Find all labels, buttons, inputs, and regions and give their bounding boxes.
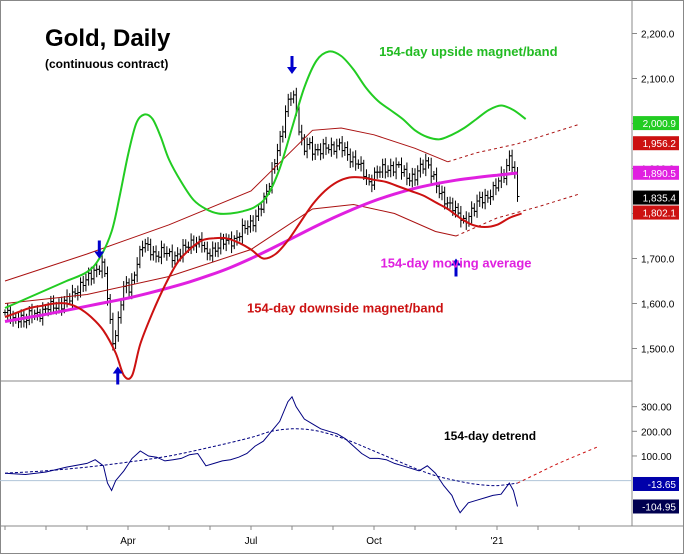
price-y-tick-label: 2,200.0 <box>641 30 675 41</box>
annotation-label: 154-day downside magnet/band <box>247 301 444 316</box>
lower-channel-projection <box>455 193 580 237</box>
annotation-label: 154-day upside magnet/band <box>379 44 557 59</box>
arrow-head <box>94 251 105 259</box>
chart-title: Gold, Daily <box>45 25 171 52</box>
detrend-trend-line <box>4 428 518 487</box>
price-y-tick-label: 1,700.0 <box>641 255 675 266</box>
arrow-head <box>451 258 461 266</box>
x-tick-label: Jul <box>245 536 258 547</box>
lower-channel-line <box>4 203 457 304</box>
tag-box <box>633 190 679 205</box>
tag-box <box>633 136 679 151</box>
chart-subtitle: (continuous contract) <box>45 57 168 71</box>
detrend-lines <box>0 395 632 514</box>
axis-value-tags: 2,000.9 1,956.2 1,890.5 1,835.4 1,802.1 -13.6… <box>633 116 679 514</box>
price-indicator-lines <box>4 50 580 380</box>
tag-box <box>633 165 679 180</box>
detrend-projection-line <box>517 445 600 484</box>
down-arrow-icon <box>94 240 105 259</box>
price-axis-tag: 1,890.5 <box>633 165 679 180</box>
detrend-y-tick-label: 200.00 <box>641 427 672 438</box>
price-axis-tag: 2,000.9 <box>633 116 679 131</box>
detrend-axis-tag: -13.65 <box>633 476 679 491</box>
price-axis-tag: 1,802.1 <box>633 205 679 220</box>
price-y-tick-label: 1,500.0 <box>641 345 675 356</box>
upside-magnet-band-line <box>4 50 527 309</box>
x-axis: Apr Jul Oct '21 <box>4 526 580 547</box>
detrend-axis-tag: -104.95 <box>633 499 679 514</box>
tag-label: 1,890.5 <box>643 169 677 180</box>
up-arrow-icon <box>112 366 123 385</box>
price-annotations: 154-day upside magnet/band 154-day moving… <box>247 44 558 316</box>
x-tick-label: Oct <box>366 536 382 547</box>
tag-box <box>633 205 679 220</box>
downside-magnet-band-line <box>4 176 522 380</box>
price-axis-tag: 1,835.4 <box>633 190 679 205</box>
x-tick-label: Apr <box>120 536 136 547</box>
tag-box <box>633 116 679 131</box>
detrend-y-tick-label: 300.00 <box>641 403 672 414</box>
price-axis-tag: 1,956.2 <box>633 136 679 151</box>
annotation-label: 154-day moving average <box>380 256 531 271</box>
tag-label: 1,956.2 <box>643 139 677 150</box>
detrend-line <box>4 395 518 514</box>
tag-box <box>633 499 679 514</box>
x-tick-label: '21 <box>490 536 503 547</box>
moving-average-154d-line <box>4 171 518 323</box>
tag-label: -104.95 <box>642 502 676 513</box>
tag-label: 1,835.4 <box>643 194 677 205</box>
price-y-tick-label: 1,600.0 <box>641 300 675 311</box>
detrend-y-tick-label: 100.00 <box>641 452 672 463</box>
detrend-label: 154-day detrend <box>444 429 536 443</box>
tag-label: 2,000.9 <box>643 119 677 130</box>
price-y-tick-label: 2,100.0 <box>641 75 675 86</box>
down-arrow-icon <box>287 56 297 74</box>
turning-point-arrows <box>94 56 461 385</box>
tag-box <box>633 476 679 491</box>
up-arrow-icon <box>451 258 461 277</box>
tag-label: -13.65 <box>648 480 677 491</box>
tag-label: 1,802.1 <box>643 209 677 220</box>
arrow-head <box>112 366 123 374</box>
upper-channel-projection <box>447 123 580 163</box>
upper-channel-line <box>4 127 448 282</box>
arrow-head <box>287 67 297 74</box>
